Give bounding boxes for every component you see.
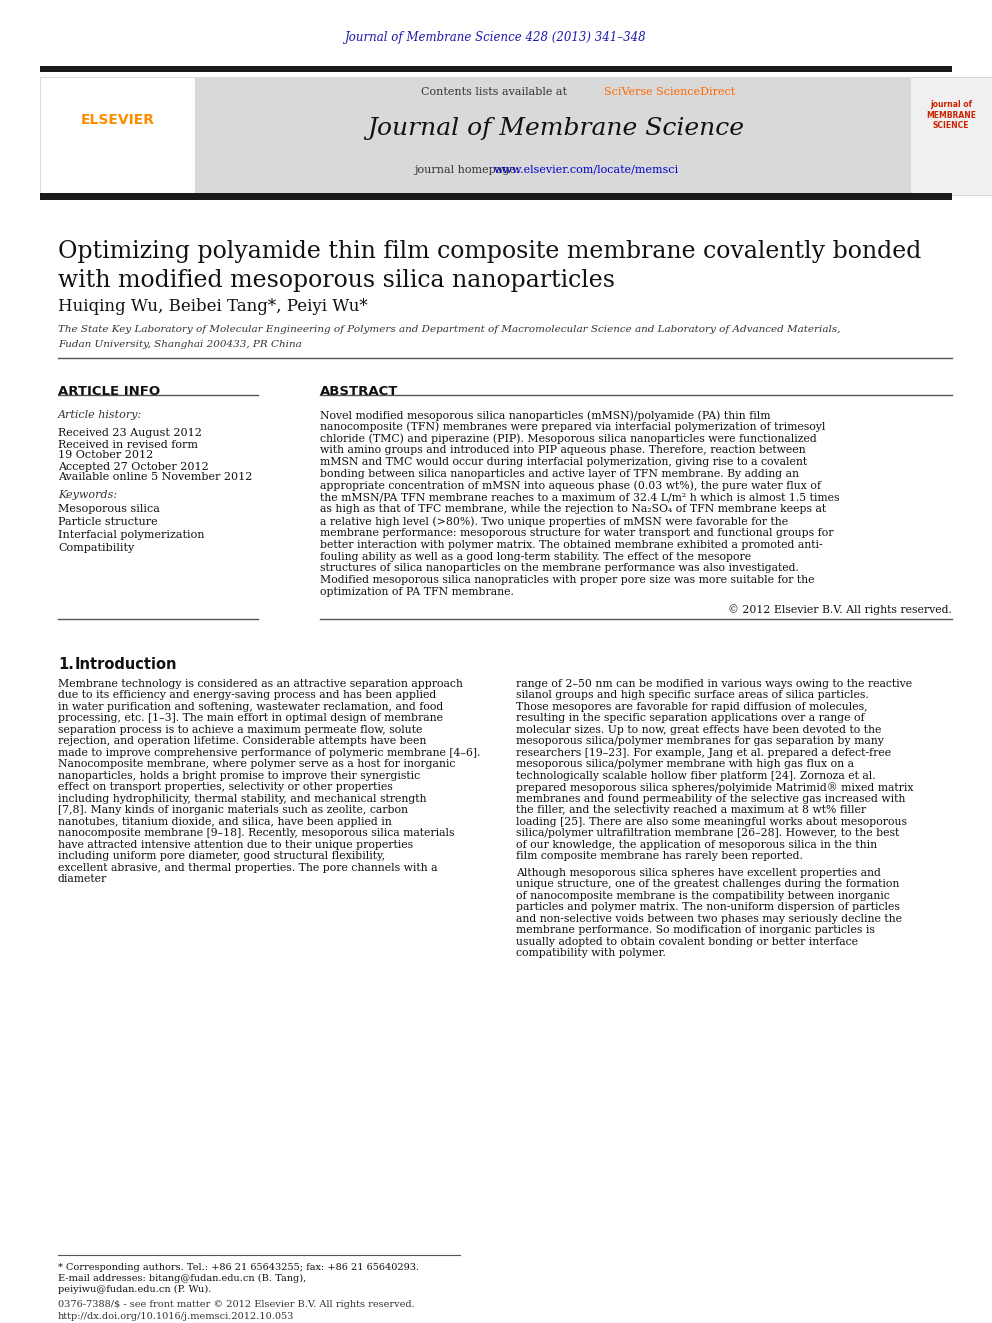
- Text: E-mail addresses: bitang@fudan.edu.cn (B. Tang),: E-mail addresses: bitang@fudan.edu.cn (B…: [58, 1274, 307, 1283]
- Text: Huiqing Wu, Beibei Tang*, Peiyi Wu*: Huiqing Wu, Beibei Tang*, Peiyi Wu*: [58, 298, 368, 315]
- Text: www.elsevier.com/locate/memsci: www.elsevier.com/locate/memsci: [494, 165, 680, 175]
- Text: Mesoporous silica: Mesoporous silica: [58, 504, 160, 515]
- Text: appropriate concentration of mMSN into aqueous phase (0.03 wt%), the pure water : appropriate concentration of mMSN into a…: [320, 480, 821, 491]
- Text: nanocomposite membrane [9–18]. Recently, mesoporous silica materials: nanocomposite membrane [9–18]. Recently,…: [58, 828, 454, 839]
- Text: optimization of PA TFN membrane.: optimization of PA TFN membrane.: [320, 587, 514, 597]
- Text: diameter: diameter: [58, 875, 107, 884]
- Text: Membrane technology is considered as an attractive separation approach: Membrane technology is considered as an …: [58, 679, 463, 689]
- Text: rejection, and operation lifetime. Considerable attempts have been: rejection, and operation lifetime. Consi…: [58, 737, 427, 746]
- Text: excellent abrasive, and thermal properties. The pore channels with a: excellent abrasive, and thermal properti…: [58, 863, 437, 873]
- Text: nanotubes, titanium dioxide, and silica, have been applied in: nanotubes, titanium dioxide, and silica,…: [58, 816, 392, 827]
- Text: ELSEVIER: ELSEVIER: [81, 112, 155, 127]
- Text: chloride (TMC) and piperazine (PIP). Mesoporous silica nanoparticles were functi: chloride (TMC) and piperazine (PIP). Mes…: [320, 434, 816, 445]
- Text: range of 2–50 nm can be modified in various ways owing to the reactive: range of 2–50 nm can be modified in vari…: [516, 679, 912, 689]
- Text: film composite membrane has rarely been reported.: film composite membrane has rarely been …: [516, 851, 803, 861]
- Text: Article history:: Article history:: [58, 410, 142, 419]
- Text: Interfacial polymerization: Interfacial polymerization: [58, 531, 204, 540]
- Text: resulting in the specific separation applications over a range of: resulting in the specific separation app…: [516, 713, 865, 724]
- Text: [7,8]. Many kinds of inorganic materials such as zeolite, carbon: [7,8]. Many kinds of inorganic materials…: [58, 806, 408, 815]
- Text: 19 October 2012: 19 October 2012: [58, 450, 153, 460]
- Text: of nanocomposite membrane is the compatibility between inorganic: of nanocomposite membrane is the compati…: [516, 890, 890, 901]
- Text: of our knowledge, the application of mesoporous silica in the thin: of our knowledge, the application of mes…: [516, 840, 877, 849]
- Bar: [40, 66, 952, 71]
- Text: have attracted intensive attention due to their unique properties: have attracted intensive attention due t…: [58, 840, 413, 849]
- Text: molecular sizes. Up to now, great effects have been devoted to the: molecular sizes. Up to now, great effect…: [516, 725, 881, 734]
- Text: 0376-7388/$ - see front matter © 2012 Elsevier B.V. All rights reserved.: 0376-7388/$ - see front matter © 2012 El…: [58, 1301, 415, 1308]
- Text: nanocomposite (TFN) membranes were prepared via interfacial polymerization of tr: nanocomposite (TFN) membranes were prepa…: [320, 422, 825, 433]
- Text: Received 23 August 2012: Received 23 August 2012: [58, 429, 202, 438]
- Text: 1.: 1.: [58, 656, 73, 672]
- Text: made to improve comprehensive performance of polymeric membrane [4–6].: made to improve comprehensive performanc…: [58, 747, 480, 758]
- Text: the filler, and the selectivity reached a maximum at 8 wt% filler: the filler, and the selectivity reached …: [516, 806, 866, 815]
- Bar: [40, 77, 195, 194]
- Text: Modified mesoporous silica nanopraticles with proper pore size was more suitable: Modified mesoporous silica nanopraticles…: [320, 576, 814, 585]
- Text: due to its efficiency and energy-saving process and has been applied: due to its efficiency and energy-saving …: [58, 691, 436, 700]
- Text: journal of
MEMBRANE
SCIENCE: journal of MEMBRANE SCIENCE: [926, 101, 976, 130]
- Text: Introduction: Introduction: [75, 656, 178, 672]
- Text: compatibility with polymer.: compatibility with polymer.: [516, 949, 666, 958]
- Text: peiyiwu@fudan.edu.cn (P. Wu).: peiyiwu@fudan.edu.cn (P. Wu).: [58, 1285, 211, 1294]
- Bar: [910, 77, 992, 194]
- Text: processing, etc. [1–3]. The main effort in optimal design of membrane: processing, etc. [1–3]. The main effort …: [58, 713, 443, 724]
- Text: technologically scalable hollow fiber platform [24]. Zornoza et al.: technologically scalable hollow fiber pl…: [516, 771, 876, 781]
- Text: journal homepage:: journal homepage:: [414, 165, 523, 175]
- Text: bonding between silica nanoparticles and active layer of TFN membrane. By adding: bonding between silica nanoparticles and…: [320, 468, 799, 479]
- Text: researchers [19–23]. For example, Jang et al. prepared a defect-free: researchers [19–23]. For example, Jang e…: [516, 747, 891, 758]
- Text: mMSN and TMC would occur during interfacial polymerization, giving rise to a cov: mMSN and TMC would occur during interfac…: [320, 458, 807, 467]
- Text: ABSTRACT: ABSTRACT: [320, 385, 399, 398]
- Text: Although mesoporous silica spheres have excellent properties and: Although mesoporous silica spheres have …: [516, 868, 881, 877]
- Text: * Corresponding authors. Tel.: +86 21 65643255; fax: +86 21 65640293.: * Corresponding authors. Tel.: +86 21 65…: [58, 1263, 420, 1271]
- Text: © 2012 Elsevier B.V. All rights reserved.: © 2012 Elsevier B.V. All rights reserved…: [728, 603, 952, 615]
- Bar: [40, 193, 952, 200]
- Text: Particle structure: Particle structure: [58, 517, 158, 527]
- Text: the mMSN/PA TFN membrane reaches to a maximum of 32.4 L/m² h which is almost 1.5: the mMSN/PA TFN membrane reaches to a ma…: [320, 492, 839, 503]
- Text: unique structure, one of the greatest challenges during the formation: unique structure, one of the greatest ch…: [516, 880, 900, 889]
- Text: SciVerse ScienceDirect: SciVerse ScienceDirect: [604, 87, 735, 97]
- Text: http://dx.doi.org/10.1016/j.memsci.2012.10.053: http://dx.doi.org/10.1016/j.memsci.2012.…: [58, 1312, 295, 1320]
- Bar: [195, 77, 910, 194]
- Text: ARTICLE INFO: ARTICLE INFO: [58, 385, 160, 398]
- Text: Journal of Membrane Science: Journal of Membrane Science: [367, 116, 745, 139]
- Text: better interaction with polymer matrix. The obtained membrane exhibited a promot: better interaction with polymer matrix. …: [320, 540, 822, 550]
- Text: mesoporous silica/polymer membrane with high gas flux on a: mesoporous silica/polymer membrane with …: [516, 759, 854, 769]
- Text: Nanocomposite membrane, where polymer serve as a host for inorganic: Nanocomposite membrane, where polymer se…: [58, 759, 455, 769]
- Text: Contents lists available at: Contents lists available at: [422, 87, 570, 97]
- Text: membrane performance: mesoporous structure for water transport and functional gr: membrane performance: mesoporous structu…: [320, 528, 833, 538]
- Text: Keywords:: Keywords:: [58, 490, 117, 500]
- Text: Those mesopores are favorable for rapid diffusion of molecules,: Those mesopores are favorable for rapid …: [516, 701, 868, 712]
- Text: Received in revised form: Received in revised form: [58, 441, 198, 450]
- Text: loading [25]. There are also some meaningful works about mesoporous: loading [25]. There are also some meanin…: [516, 816, 907, 827]
- Text: Available online 5 November 2012: Available online 5 November 2012: [58, 472, 252, 482]
- Text: Journal of Membrane Science 428 (2013) 341–348: Journal of Membrane Science 428 (2013) 3…: [345, 32, 647, 45]
- Text: with amino groups and introduced into PIP aqueous phase. Therefore, reaction bet: with amino groups and introduced into PI…: [320, 446, 806, 455]
- Text: Accepted 27 October 2012: Accepted 27 October 2012: [58, 462, 208, 472]
- Text: a relative high level (>80%). Two unique properties of mMSN were favorable for t: a relative high level (>80%). Two unique…: [320, 516, 788, 527]
- Text: particles and polymer matrix. The non-uniform dispersion of particles: particles and polymer matrix. The non-un…: [516, 902, 900, 913]
- Text: silanol groups and high specific surface areas of silica particles.: silanol groups and high specific surface…: [516, 691, 869, 700]
- Text: and non-selective voids between two phases may seriously decline the: and non-selective voids between two phas…: [516, 914, 902, 923]
- Text: in water purification and softening, wastewater reclamation, and food: in water purification and softening, was…: [58, 701, 443, 712]
- Text: effect on transport properties, selectivity or other properties: effect on transport properties, selectiv…: [58, 782, 393, 792]
- Text: including hydrophilicity, thermal stability, and mechanical strength: including hydrophilicity, thermal stabil…: [58, 794, 427, 804]
- Text: as high as that of TFC membrane, while the rejection to Na₂SO₄ of TFN membrane k: as high as that of TFC membrane, while t…: [320, 504, 826, 515]
- Text: nanoparticles, holds a bright promise to improve their synergistic: nanoparticles, holds a bright promise to…: [58, 771, 421, 781]
- Text: usually adopted to obtain covalent bonding or better interface: usually adopted to obtain covalent bondi…: [516, 937, 858, 947]
- Text: Optimizing polyamide thin film composite membrane covalently bonded
with modifie: Optimizing polyamide thin film composite…: [58, 239, 922, 292]
- Text: including uniform pore diameter, good structural flexibility,: including uniform pore diameter, good st…: [58, 851, 385, 861]
- Text: Novel modified mesoporous silica nanoparticles (mMSN)/polyamide (PA) thin film: Novel modified mesoporous silica nanopar…: [320, 410, 771, 421]
- Text: fouling ability as well as a good long-term stability. The effect of the mesopor: fouling ability as well as a good long-t…: [320, 552, 751, 561]
- Text: membranes and found permeability of the selective gas increased with: membranes and found permeability of the …: [516, 794, 906, 804]
- Text: structures of silica nanoparticles on the membrane performance was also investig: structures of silica nanoparticles on th…: [320, 564, 799, 573]
- Text: mesoporous silica/polymer membranes for gas separation by many: mesoporous silica/polymer membranes for …: [516, 737, 884, 746]
- Text: silica/polymer ultrafiltration membrane [26–28]. However, to the best: silica/polymer ultrafiltration membrane …: [516, 828, 900, 839]
- Text: separation process is to achieve a maximum permeate flow, solute: separation process is to achieve a maxim…: [58, 725, 423, 734]
- Text: membrane performance. So modification of inorganic particles is: membrane performance. So modification of…: [516, 925, 875, 935]
- Text: prepared mesoporous silica spheres/polyimide Matrimid® mixed matrix: prepared mesoporous silica spheres/polyi…: [516, 782, 914, 792]
- Text: Compatibility: Compatibility: [58, 542, 134, 553]
- Text: The State Key Laboratory of Molecular Engineering of Polymers and Department of : The State Key Laboratory of Molecular En…: [58, 325, 840, 333]
- Text: Fudan University, Shanghai 200433, PR China: Fudan University, Shanghai 200433, PR Ch…: [58, 340, 302, 349]
